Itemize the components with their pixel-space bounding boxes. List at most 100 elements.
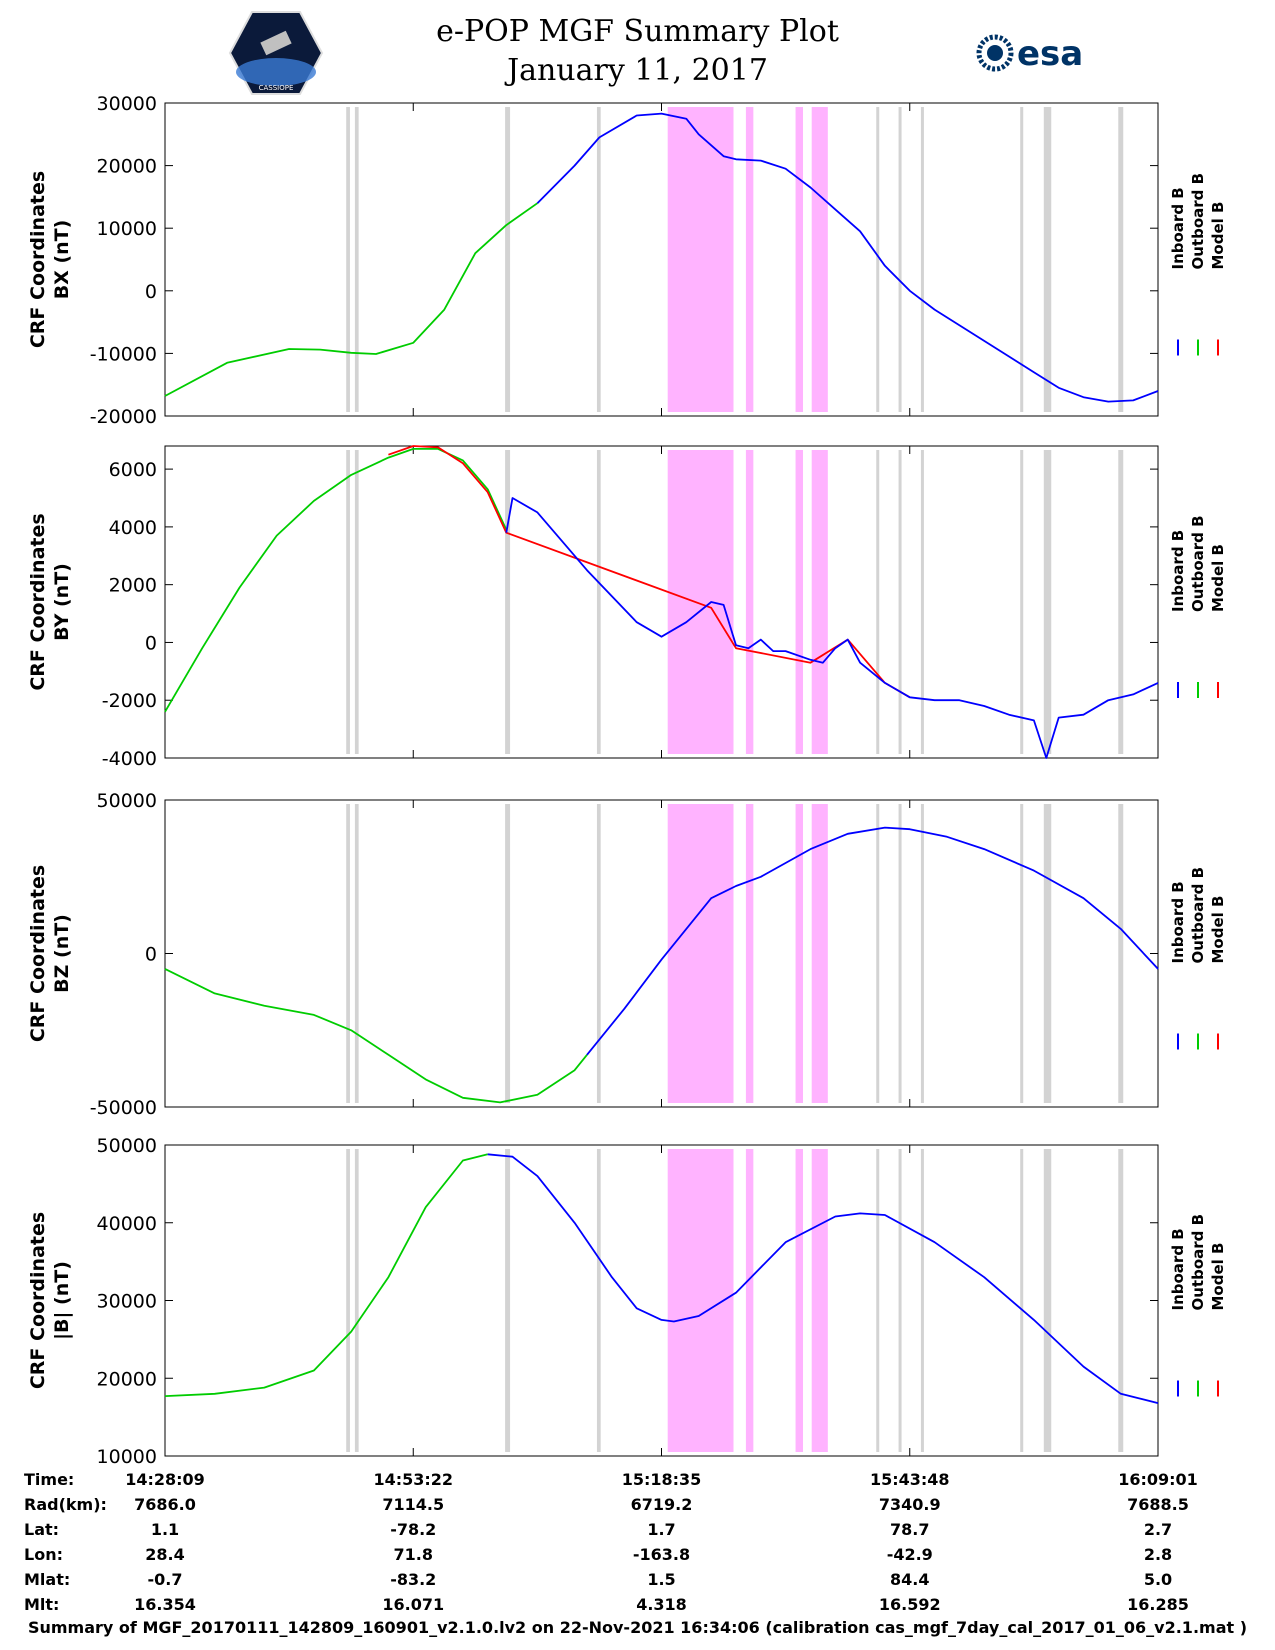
series-line-model-b [388, 445, 911, 699]
gray-marker-band [346, 107, 350, 412]
plot-frame [164, 1144, 1159, 1457]
panel-4: 10000 20000 30000 40000 50000 CRF Coordinates… [27, 1135, 1227, 1468]
y-axis-label-line: CRF Coordinates [27, 513, 49, 690]
y-tick-label: 2000 [109, 575, 157, 597]
magenta-highlight-band [811, 107, 828, 412]
gray-marker-band [505, 107, 511, 412]
gray-marker-band [1020, 1149, 1024, 1452]
gray-marker-band [354, 1149, 359, 1452]
gray-marker-band [596, 1149, 601, 1452]
plot-frame [164, 445, 1159, 759]
magenta-highlight-band [795, 450, 804, 754]
gray-marker-band [505, 1149, 511, 1452]
gray-marker-band [1043, 107, 1052, 412]
gray-marker-band [1020, 450, 1024, 754]
gray-marker-band [898, 1149, 902, 1452]
magenta-highlight-band [745, 1149, 754, 1452]
gray-marker-band [354, 804, 359, 1103]
series-line-inboard-b [505, 497, 1159, 759]
header: CASSIOPE e-POP MGF Summary Plot January … [0, 0, 1275, 100]
y-axis-label: CRF Coordinates BY (nT) [27, 513, 73, 690]
y-tick-label: 0 [145, 632, 157, 654]
panel-2: -4000 -2000 0 2000 4000 6000 CRF Coordinates BY… [27, 445, 1227, 770]
y-tick-label: 0 [145, 944, 157, 966]
y-tick-label: 10000 [97, 218, 157, 240]
y-axis-label: CRF Coordinates |B| (nT) [27, 1212, 73, 1389]
magenta-highlight-band [667, 107, 734, 412]
cassiope-logo-text: CASSIOPE [259, 84, 294, 92]
legend-label: Model B [1209, 896, 1227, 964]
magenta-highlight-band [795, 1149, 804, 1452]
gray-marker-band [876, 107, 880, 412]
gray-marker-band [596, 107, 601, 412]
legend-label: Inboard B [1169, 187, 1187, 269]
y-axis-label-line: BY (nT) [51, 563, 73, 641]
y-tick-label: 4000 [109, 517, 157, 539]
y-tick-label: -4000 [102, 748, 157, 770]
esa-logo: esa [976, 34, 1083, 74]
magenta-highlight-band [795, 804, 804, 1103]
gray-marker-band [898, 107, 902, 412]
gray-marker-band [505, 450, 511, 754]
footer-note: Summary of MGF_20170111_142809_160901_v2… [27, 1618, 1248, 1637]
y-tick-label: 10000 [97, 1446, 157, 1468]
y-tick-label: -2000 [102, 690, 157, 712]
y-axis-label-line: BZ (nT) [51, 914, 73, 993]
gray-marker-band [1020, 107, 1024, 412]
gray-marker-band [876, 804, 880, 1103]
gray-marker-band [920, 107, 924, 412]
magenta-highlight-band [811, 450, 828, 754]
esa-logo-text: esa [1017, 34, 1083, 74]
y-tick-label: -10000 [90, 343, 157, 365]
gray-marker-band [920, 1149, 924, 1452]
gray-marker-band [596, 804, 601, 1103]
y-tick-label: 20000 [97, 1368, 157, 1390]
legend-label: Outboard B [1189, 867, 1207, 964]
series-line-inboard-b [586, 826, 1159, 1056]
legend-label: Inboard B [1169, 530, 1187, 612]
y-axis-label: CRF Coordinates BX (nT) [27, 171, 73, 348]
y-axis-label-line: CRF Coordinates [27, 1212, 49, 1389]
gray-marker-band [346, 1149, 350, 1452]
legend-label: Model B [1209, 1243, 1227, 1311]
y-axis-label-line: |B| (nT) [51, 1261, 73, 1340]
series-line-outboard-b [164, 447, 508, 713]
legend-label: Inboard B [1169, 1228, 1187, 1310]
gray-marker-band [920, 450, 924, 754]
panel-3: -50000 0 50000 CRF Coordinates BZ (nT) Inboar… [27, 790, 1227, 1119]
gray-marker-band [1043, 450, 1052, 754]
gray-marker-band [505, 804, 511, 1103]
gray-marker-band [1118, 1149, 1124, 1452]
gray-marker-band [1043, 1149, 1052, 1452]
y-tick-label: 50000 [97, 1135, 157, 1157]
gray-marker-band [1118, 107, 1124, 412]
y-tick-label: -20000 [90, 406, 157, 428]
gray-marker-band [876, 1149, 880, 1452]
y-axis-label: CRF Coordinates BZ (nT) [27, 865, 73, 1042]
page-title: e-POP MGF Summary Plot [436, 14, 839, 49]
y-tick-label: 40000 [97, 1213, 157, 1235]
magenta-highlight-band [745, 804, 754, 1103]
gray-marker-band [898, 450, 902, 754]
panel-1: -20000 -10000 0 10000 20000 30000 CRF Coordina… [27, 93, 1227, 428]
y-tick-label: 30000 [97, 93, 157, 115]
magenta-highlight-band [745, 450, 754, 754]
magenta-highlight-band [811, 1149, 828, 1452]
magenta-highlight-band [745, 107, 754, 412]
series-line-inboard-b [536, 112, 1159, 403]
cassiope-logo: CASSIOPE [228, 11, 324, 95]
plot-frame [164, 799, 1159, 1108]
page-subtitle-date: January 11, 2017 [507, 53, 768, 88]
magenta-highlight-band [667, 450, 734, 754]
y-axis-label-line: CRF Coordinates [27, 171, 49, 348]
y-tick-label: -50000 [90, 1097, 157, 1119]
series-line-outboard-b [164, 202, 538, 397]
gray-marker-band [1118, 450, 1124, 754]
gray-marker-band [1118, 804, 1124, 1103]
gray-marker-band [1020, 804, 1024, 1103]
y-axis-label-line: BX (nT) [51, 220, 73, 300]
legend-label: Inboard B [1169, 881, 1187, 963]
y-tick-label: 20000 [97, 156, 157, 178]
gray-marker-band [346, 450, 350, 754]
